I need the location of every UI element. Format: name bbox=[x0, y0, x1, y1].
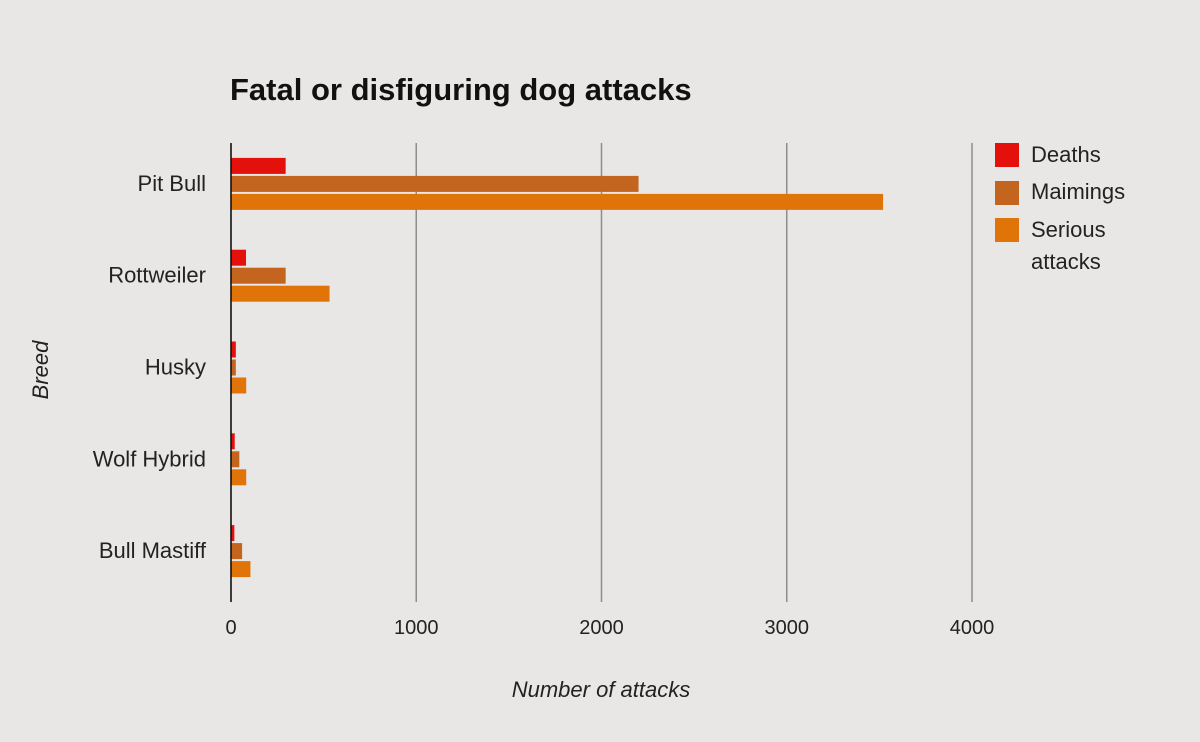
category-label-wolf-hybrid: Wolf Hybrid bbox=[93, 446, 206, 471]
category-label-rottweiler: Rottweiler bbox=[108, 263, 206, 288]
legend-swatch-deaths bbox=[995, 143, 1019, 167]
bar-husky-deaths bbox=[231, 341, 236, 358]
bar-bull-mastiff-serious-attacks bbox=[231, 561, 251, 578]
legend-swatch-serious-attacks bbox=[995, 218, 1019, 242]
gridlines bbox=[415, 143, 973, 602]
category-labels: Pit Bull Rottweiler Husky Wolf Hybrid Bull M… bbox=[93, 171, 207, 563]
bar-rottweiler-maimings bbox=[231, 267, 286, 284]
bar-rottweiler-deaths bbox=[231, 249, 247, 266]
x-tick-label-1000: 1000 bbox=[394, 617, 439, 639]
x-tick-labels: 0 1000 2000 3000 4000 bbox=[225, 617, 994, 639]
bar-pit-bull-serious-attacks bbox=[231, 193, 884, 210]
bar-pit-bull-maimings bbox=[231, 175, 639, 192]
x-tick-label-3000: 3000 bbox=[765, 617, 810, 639]
category-label-bull-mastiff: Bull Mastiff bbox=[99, 538, 207, 563]
legend-label-deaths: Deaths bbox=[1031, 142, 1101, 167]
bar-pit-bull-deaths bbox=[231, 157, 286, 174]
legend-label-serious-line2: attacks bbox=[1031, 249, 1101, 274]
x-axis-title: Number of attacks bbox=[512, 677, 691, 702]
legend-swatch-maimings bbox=[995, 181, 1019, 205]
legend: Deaths Maimings Serious attacks bbox=[995, 142, 1125, 274]
bar-husky-serious-attacks bbox=[231, 377, 247, 394]
bar-wolf-hybrid-serious-attacks bbox=[231, 469, 247, 486]
category-label-husky: Husky bbox=[145, 355, 206, 380]
legend-label-serious-line1: Serious bbox=[1031, 217, 1106, 242]
bar-wolf-hybrid-maimings bbox=[231, 451, 240, 468]
bar-wolf-hybrid-deaths bbox=[231, 433, 235, 450]
bar-bull-mastiff-deaths bbox=[231, 525, 235, 542]
x-tick-label-0: 0 bbox=[225, 617, 236, 639]
bar-husky-maimings bbox=[231, 359, 236, 376]
category-label-pit-bull: Pit Bull bbox=[138, 171, 206, 196]
x-tick-label-2000: 2000 bbox=[579, 617, 624, 639]
legend-label-maimings: Maimings bbox=[1031, 179, 1125, 204]
x-tick-label-4000: 4000 bbox=[950, 617, 995, 639]
bar-bull-mastiff-maimings bbox=[231, 543, 243, 560]
bar-rottweiler-serious-attacks bbox=[231, 285, 330, 302]
y-axis-title: Breed bbox=[28, 340, 53, 399]
chart-title: Fatal or disfiguring dog attacks bbox=[230, 72, 692, 107]
bars bbox=[231, 157, 884, 578]
